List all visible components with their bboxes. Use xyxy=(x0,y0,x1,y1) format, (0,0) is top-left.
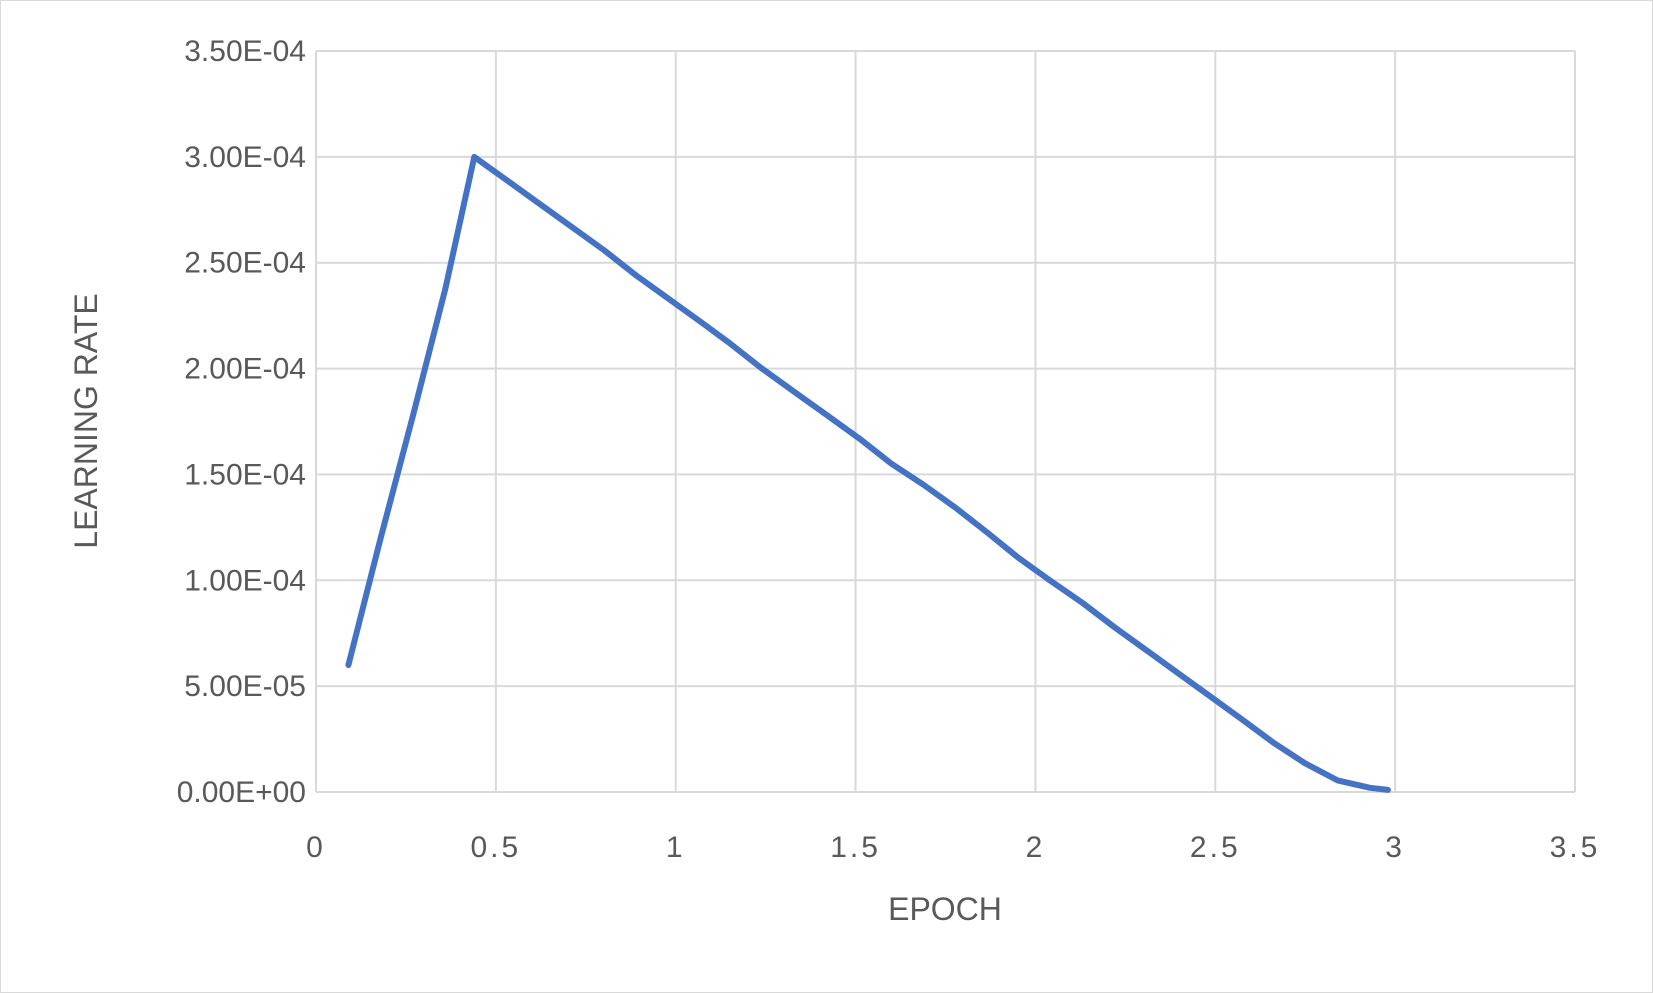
x-tick-label: 0 xyxy=(306,831,326,864)
data-point xyxy=(922,484,925,487)
y-axis-tick-labels: 0.00E+00 5.00E-05 1.00E-04 1.50E-04 2.00E-04… xyxy=(177,35,306,809)
data-point xyxy=(347,663,350,666)
data-point xyxy=(955,507,958,510)
y-axis-title: LEARNING RATE xyxy=(68,293,104,548)
data-point xyxy=(1304,762,1307,765)
y-tick-label: 0.00E+00 xyxy=(177,776,306,809)
x-tick-label: 0.5 xyxy=(470,831,521,864)
data-point xyxy=(1113,626,1116,629)
x-tick-label: 2.5 xyxy=(1190,831,1241,864)
data-point xyxy=(728,342,731,345)
data-point xyxy=(1016,555,1019,558)
x-tick-label: 3.5 xyxy=(1550,831,1601,864)
data-point xyxy=(1178,673,1181,676)
data-point xyxy=(890,462,893,465)
y-tick-label: 1.50E-04 xyxy=(184,458,306,491)
series-line xyxy=(345,153,1391,793)
data-point xyxy=(1243,719,1246,722)
data-point xyxy=(1210,696,1213,699)
data-point xyxy=(761,367,764,370)
data-point xyxy=(793,390,796,393)
y-tick-label: 1.00E-04 xyxy=(184,564,306,597)
x-axis-title: EPOCH xyxy=(888,891,1002,927)
data-point xyxy=(538,202,541,205)
data-point xyxy=(602,249,605,252)
data-point xyxy=(1271,741,1274,744)
data-point xyxy=(570,225,573,228)
y-tick-label: 5.00E-05 xyxy=(184,670,306,703)
y-tick-label: 2.00E-04 xyxy=(184,353,306,386)
data-point xyxy=(987,532,990,535)
data-point xyxy=(699,320,702,323)
data-point xyxy=(667,297,670,300)
x-axis-tick-labels: 0 0.5 1 1.5 2 2.5 3 3.5 xyxy=(306,831,1601,864)
data-point xyxy=(825,414,828,417)
data-point xyxy=(635,274,638,277)
x-tick-label: 1.5 xyxy=(830,831,881,864)
data-point xyxy=(444,287,447,290)
data-point xyxy=(1386,788,1389,791)
data-point xyxy=(1368,786,1371,789)
data-point xyxy=(505,179,508,182)
data-point xyxy=(1081,601,1084,604)
y-tick-label: 3.50E-04 xyxy=(184,35,306,68)
x-tick-label: 1 xyxy=(666,831,686,864)
data-point xyxy=(473,155,476,158)
x-tick-label: 2 xyxy=(1026,831,1046,864)
data-point xyxy=(858,437,861,440)
data-point xyxy=(1048,579,1051,582)
y-tick-label: 3.00E-04 xyxy=(184,141,306,174)
y-tick-label: 2.50E-04 xyxy=(184,247,306,280)
data-point xyxy=(412,414,415,417)
x-tick-label: 3 xyxy=(1385,831,1405,864)
gridlines xyxy=(315,50,1576,793)
data-point xyxy=(379,536,382,539)
data-point xyxy=(1336,779,1339,782)
series-layer xyxy=(345,153,1391,793)
data-point xyxy=(1145,649,1148,652)
